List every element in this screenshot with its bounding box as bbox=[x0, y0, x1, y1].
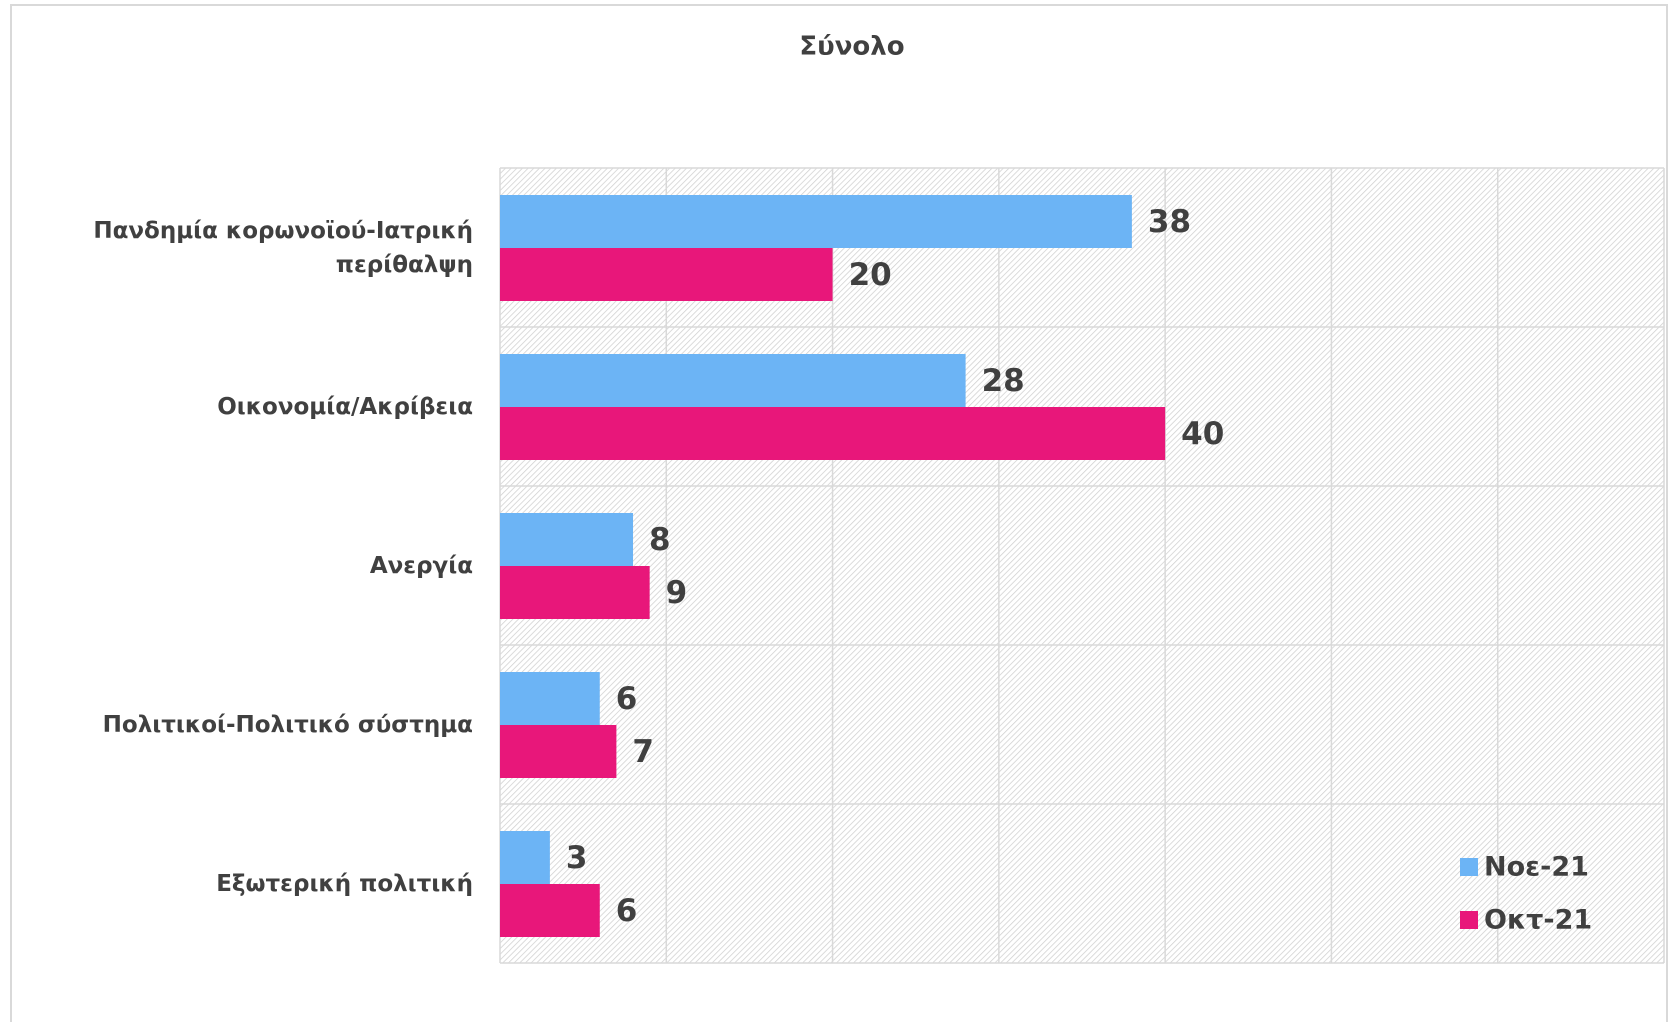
bar bbox=[500, 248, 833, 301]
legend-label: Νοε-21 bbox=[1484, 852, 1589, 883]
legend-label: Οκτ-21 bbox=[1484, 905, 1592, 936]
bar bbox=[500, 513, 634, 566]
bar bbox=[500, 831, 550, 884]
data-label: 40 bbox=[1181, 416, 1224, 452]
category-label: Πανδημία κορωνοϊού-Ιατρική περίθαλψη bbox=[93, 218, 473, 278]
category-label: Πολιτικοί-Πολιτικό σύστημα bbox=[102, 712, 473, 738]
bar bbox=[500, 354, 966, 407]
bar bbox=[500, 195, 1132, 248]
data-label: 38 bbox=[1148, 204, 1191, 240]
legend-swatch bbox=[1460, 911, 1478, 929]
data-label: 8 bbox=[649, 522, 671, 558]
bar bbox=[500, 407, 1166, 460]
bar bbox=[500, 884, 600, 937]
data-label: 9 bbox=[666, 575, 688, 611]
data-label: 28 bbox=[982, 363, 1025, 399]
bar bbox=[500, 725, 617, 778]
category-label: Οικονομία/Ακρίβεια bbox=[217, 394, 473, 420]
bar bbox=[500, 566, 650, 619]
bar bbox=[500, 672, 600, 725]
data-label: 6 bbox=[616, 893, 638, 929]
data-label: 7 bbox=[632, 734, 654, 770]
data-label: 6 bbox=[616, 681, 638, 717]
category-label: Εξωτερική πολιτική bbox=[216, 871, 473, 897]
chart-title: Σύνολο bbox=[799, 32, 904, 62]
chart-border bbox=[10, 4, 1668, 1022]
legend-swatch bbox=[1460, 858, 1478, 876]
data-label: 20 bbox=[849, 257, 892, 293]
category-label: Ανεργία bbox=[369, 553, 473, 579]
data-label: 3 bbox=[566, 840, 588, 876]
